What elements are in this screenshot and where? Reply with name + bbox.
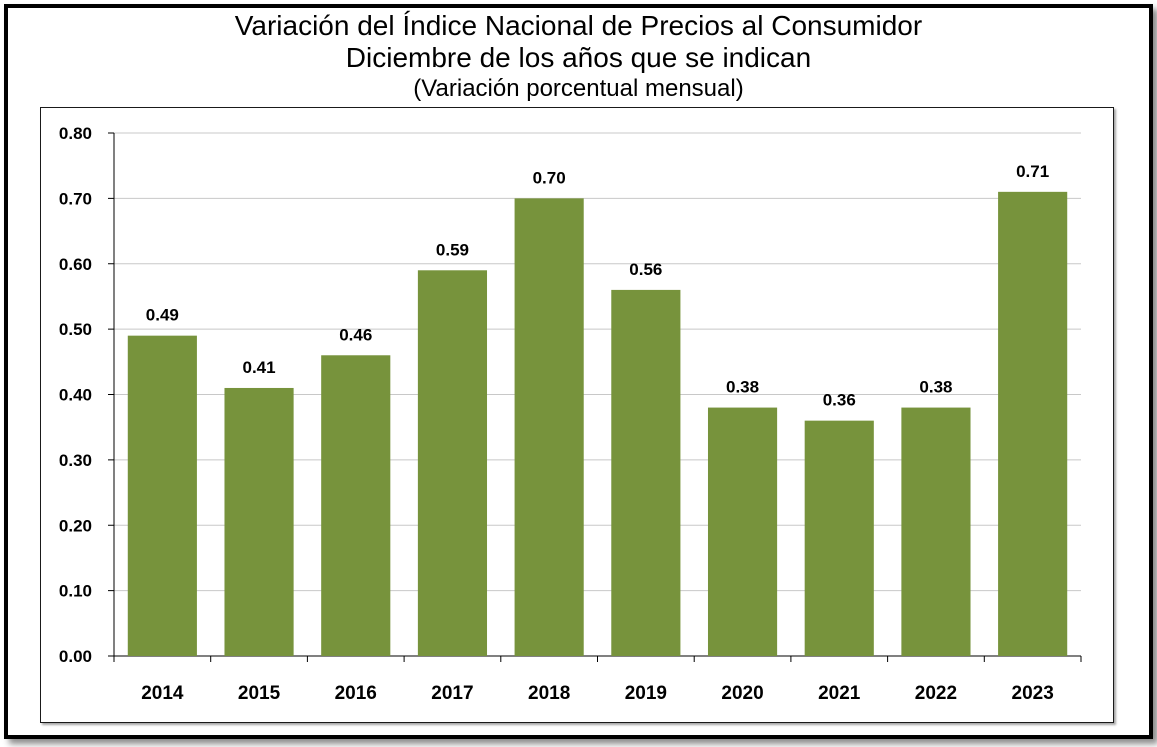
x-tick-label-2020: 2020 — [721, 683, 763, 704]
bar-2015 — [224, 387, 294, 656]
data-label-2023: 0.71 — [1016, 162, 1049, 181]
bar-2016 — [321, 355, 391, 656]
y-tick-label: 0.50 — [59, 320, 92, 339]
chart-subtitle-units: (Variación porcentual mensual) — [413, 75, 744, 102]
bar-2022 — [901, 407, 971, 656]
y-tick-label: 0.00 — [59, 647, 92, 666]
bar-2023 — [998, 191, 1068, 656]
y-tick-label: 0.30 — [59, 451, 92, 470]
x-tick-label-2015: 2015 — [238, 683, 281, 704]
data-label-2014: 0.49 — [146, 306, 179, 325]
y-tick-label: 0.40 — [59, 386, 92, 405]
bar-2018 — [514, 198, 584, 656]
data-label-2016: 0.46 — [339, 325, 372, 344]
x-tick-label-2018: 2018 — [528, 683, 570, 704]
data-label-2020: 0.38 — [726, 378, 759, 397]
data-label-2022: 0.38 — [919, 378, 952, 397]
chart-title: Variación del Índice Nacional de Precios… — [234, 10, 923, 41]
bar-2017 — [417, 270, 488, 656]
bar-2014 — [127, 335, 197, 656]
bar-2021 — [804, 420, 874, 656]
y-tick-label: 0.10 — [59, 582, 92, 601]
x-tick-label-2023: 2023 — [1012, 683, 1054, 704]
data-label-2021: 0.36 — [823, 391, 856, 410]
x-tick-label-2017: 2017 — [431, 683, 473, 704]
y-tick-label: 0.20 — [59, 516, 92, 535]
x-tick-label-2014: 2014 — [141, 683, 184, 704]
x-tick-label-2021: 2021 — [818, 683, 861, 704]
data-label-2018: 0.70 — [533, 168, 566, 187]
data-label-2015: 0.41 — [243, 358, 276, 377]
chart-subtitle: Diciembre de los años que se indican — [345, 42, 812, 73]
y-tick-label: 0.70 — [59, 189, 92, 208]
bar-2020 — [707, 407, 778, 656]
chart-title-block: Variación del Índice Nacional de Precios… — [0, 10, 1157, 104]
x-tick-label-2022: 2022 — [915, 683, 957, 704]
x-tick-label-2016: 2016 — [335, 683, 377, 704]
y-tick-label: 0.60 — [59, 255, 92, 274]
bar-2019 — [611, 289, 681, 656]
data-label-2019: 0.56 — [629, 260, 662, 279]
y-tick-label: 0.80 — [59, 124, 92, 143]
x-tick-label-2019: 2019 — [625, 683, 667, 704]
data-label-2017: 0.59 — [436, 240, 469, 259]
